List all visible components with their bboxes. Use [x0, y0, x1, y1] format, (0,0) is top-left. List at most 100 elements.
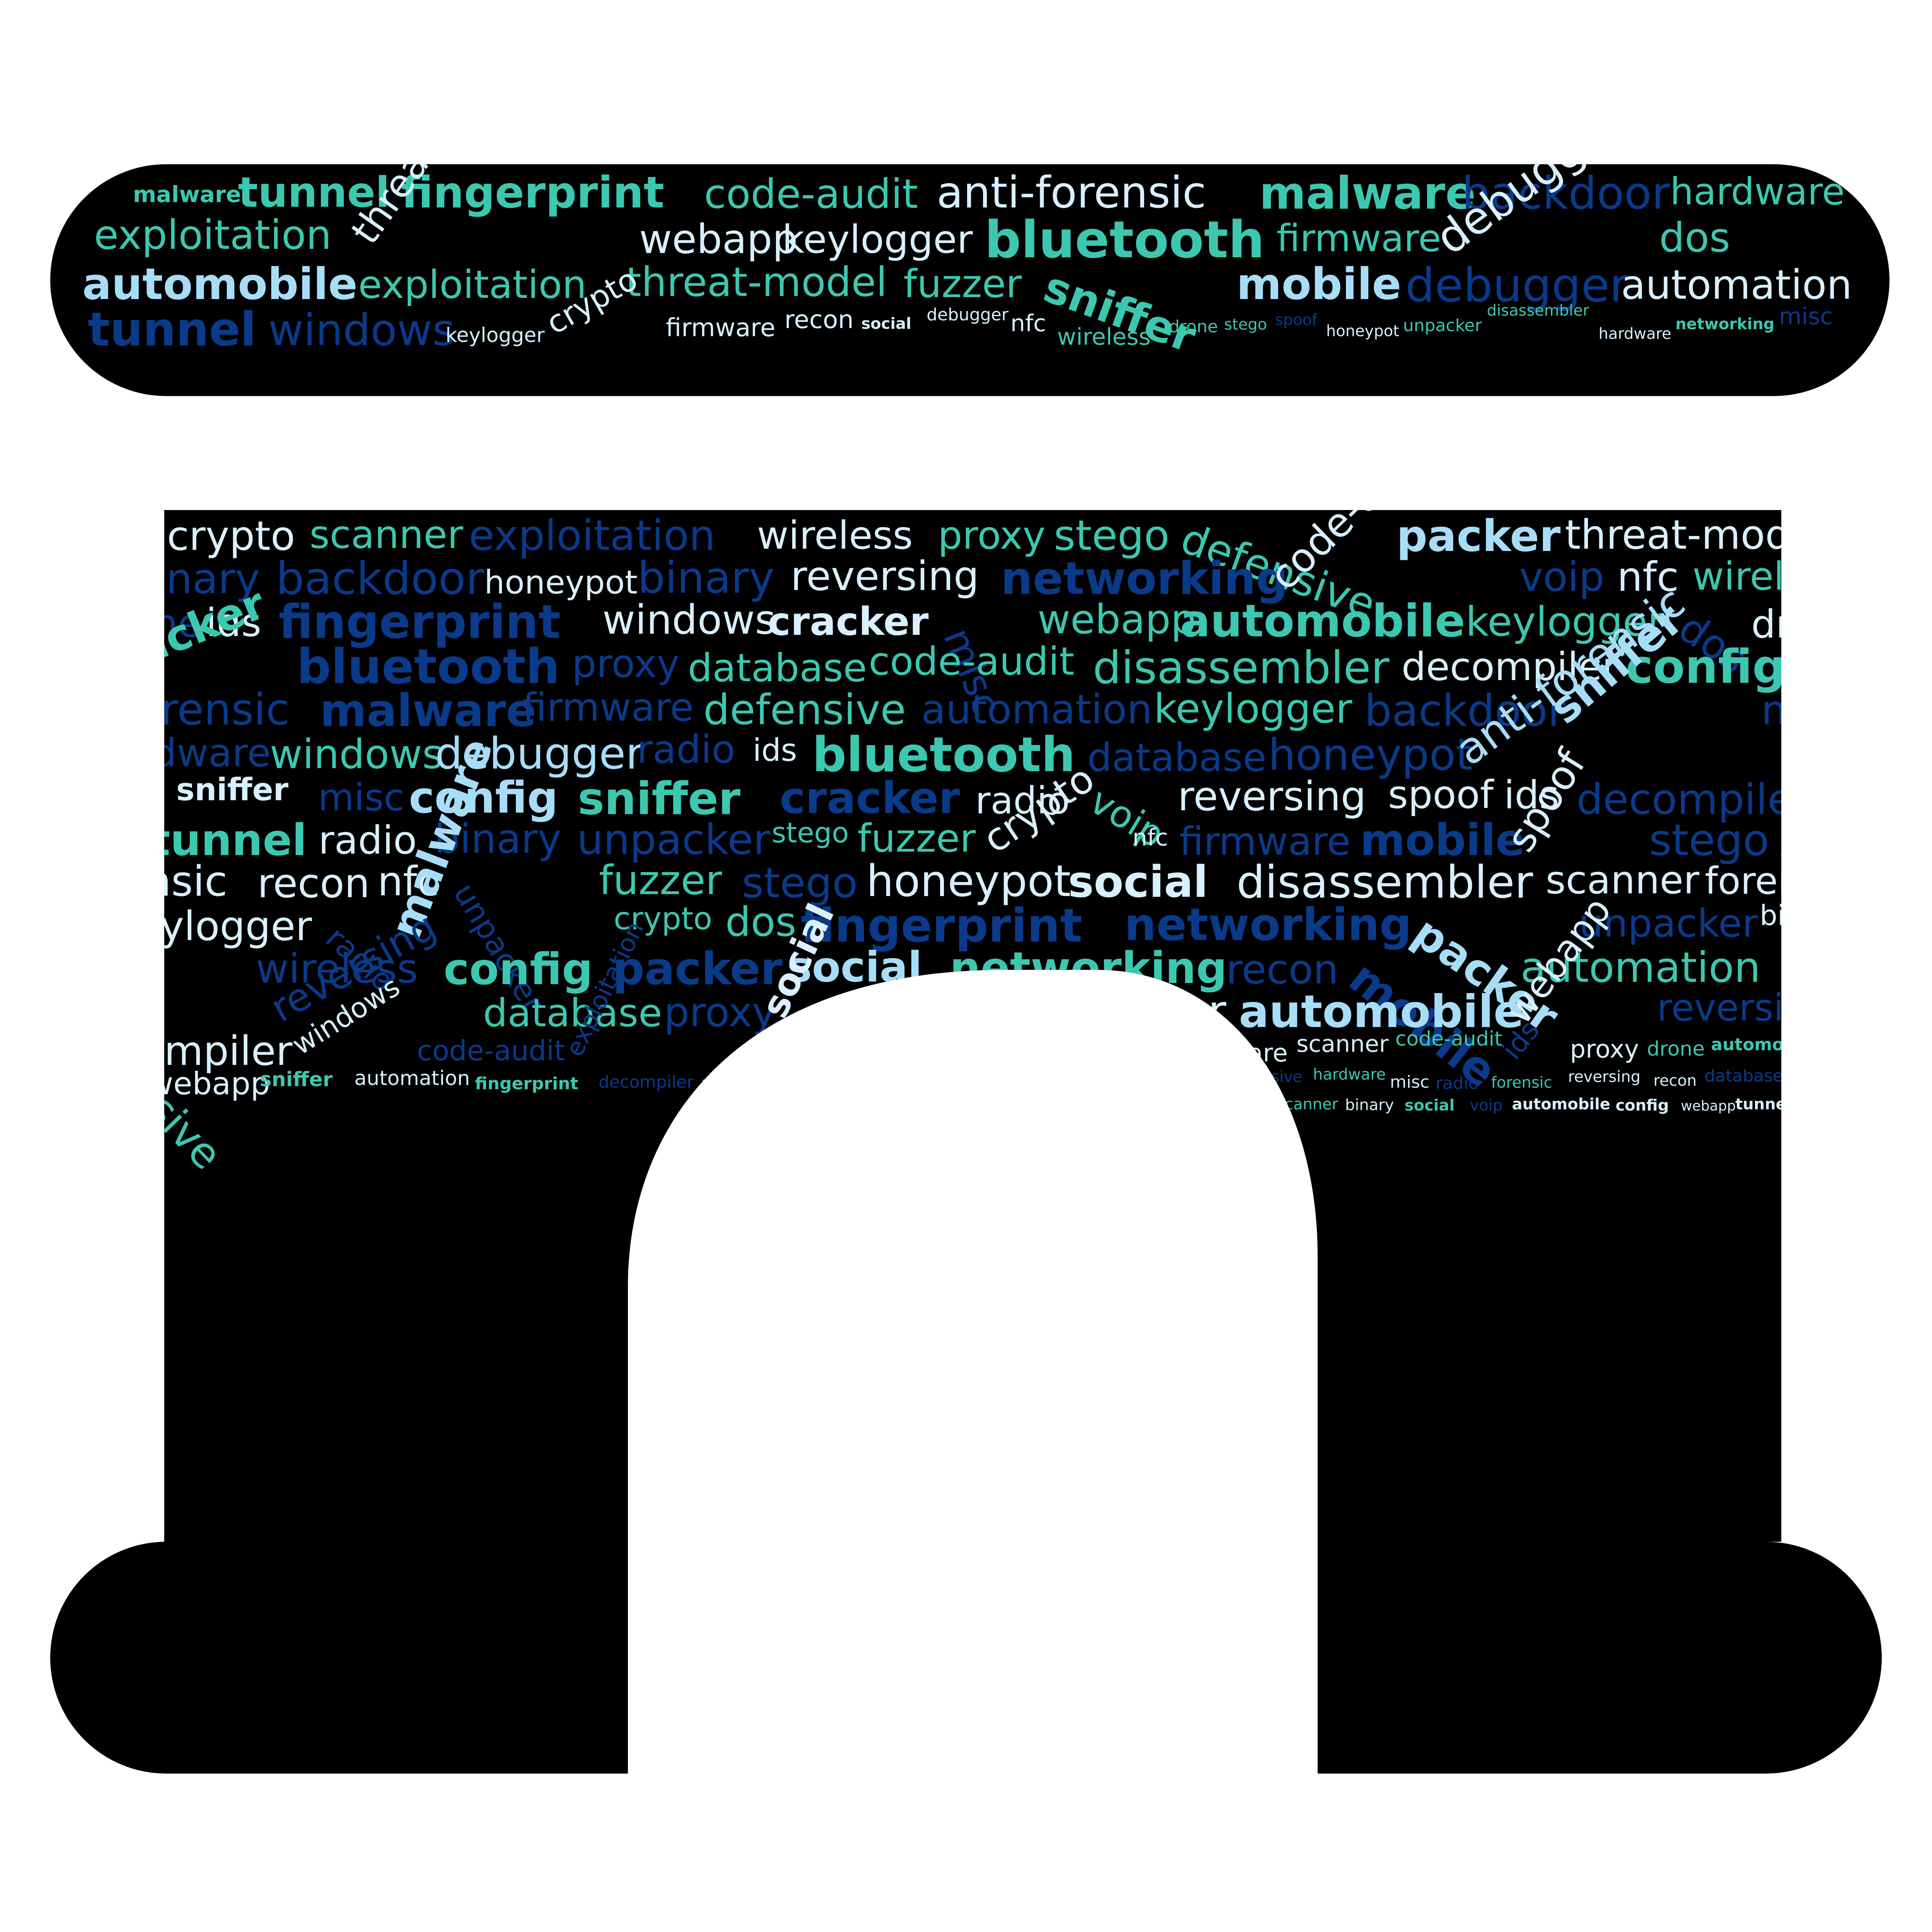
arch-word: packer: [612, 943, 782, 995]
top-bar-word: recon: [784, 306, 854, 334]
arch-word: social: [1068, 857, 1208, 907]
arch-word: proxy: [664, 989, 776, 1036]
arch-word: spoof: [1388, 772, 1495, 817]
top-bar-word: anti-forensic: [937, 168, 1206, 218]
arch-word: radio: [975, 779, 1070, 822]
arch-word: proxy: [572, 641, 680, 686]
arch-word: ids: [206, 600, 261, 645]
top-bar-word: webapp: [639, 216, 798, 263]
arch-word: windows: [602, 596, 776, 643]
arch-word: scanner: [1296, 1031, 1389, 1058]
arch-word: cracker: [768, 599, 929, 644]
arch-word: radio: [318, 818, 417, 863]
top-bar-word: drone: [1169, 317, 1218, 337]
arch-word: forensic: [1491, 1074, 1552, 1092]
arch-word: wireless: [256, 945, 418, 992]
arch-word: config: [1626, 640, 1786, 694]
top-bar-word: spoof: [1275, 311, 1318, 329]
top-bar-word: unpacker: [1403, 316, 1482, 335]
top-bar-word: stego: [1224, 316, 1267, 333]
top-bar-word: fingerprint: [401, 168, 664, 218]
arch-word: config: [1616, 1097, 1669, 1114]
arch-word: windows: [270, 731, 443, 778]
top-bar-word: honeypot: [1326, 322, 1399, 340]
arch-word: automobile: [1239, 986, 1524, 1038]
arch-word: webapp: [1037, 596, 1196, 643]
arch-word: ids: [753, 732, 797, 768]
arch-word: disassembler: [1093, 642, 1389, 694]
arch-word: sniffer: [260, 1068, 333, 1091]
arch-word: honeypot: [866, 856, 1071, 906]
arch-word: ids: [1504, 772, 1559, 818]
top-bar-word: keylogger: [446, 324, 545, 347]
arch-word: cracker: [780, 773, 960, 823]
arch-word: config: [409, 773, 558, 823]
arch-word: firmware: [522, 685, 694, 730]
arch-word: crypto: [167, 512, 295, 560]
arch-word: mobile: [1360, 815, 1525, 866]
arch-word: keylogger: [1154, 685, 1352, 732]
top-bar-word: mobile: [1236, 259, 1401, 310]
top-bar-word: backdoor: [1462, 167, 1670, 219]
top-bar-word: wireless: [1057, 323, 1151, 350]
arch-word: proxy: [938, 513, 1046, 558]
arch-word: radio: [1435, 1073, 1479, 1093]
arch-word: nfc: [378, 858, 439, 905]
top-bar-shape: [50, 164, 1889, 396]
arch-word: exploitation: [469, 512, 716, 560]
arch-word: packer: [1396, 511, 1561, 561]
top-bar-word: bluetooth: [985, 210, 1265, 270]
arch-word: bluetooth: [297, 639, 560, 695]
arch-shape: [50, 510, 1882, 1774]
top-bar-word: tunnel: [88, 303, 256, 357]
top-bar-word: malware: [1259, 167, 1476, 219]
arch-word: database: [1087, 735, 1267, 780]
top-bar-word: threat-model: [626, 259, 887, 306]
arch-word: fingerprint: [475, 1074, 578, 1094]
arch-word: automation: [1520, 944, 1760, 992]
arch-word: firmware: [1179, 819, 1350, 864]
arch-word: misc: [1390, 1072, 1429, 1092]
arch-word: reversing: [1178, 773, 1366, 820]
arch-word: database: [1704, 1066, 1783, 1086]
arch-word: unpacker: [1579, 901, 1758, 946]
arch-word: dos: [725, 898, 796, 946]
arch-word: sniffer: [176, 772, 289, 808]
top-bar-word: nfc: [1010, 310, 1046, 337]
arch-word: database: [688, 645, 867, 690]
arch-word: code-audit: [869, 639, 1074, 684]
arch-word: drone: [1647, 1037, 1705, 1061]
arch-word: bluetooth: [812, 727, 1075, 783]
arch-word: defensive: [703, 686, 906, 734]
top-bar-word: exploitation: [358, 262, 587, 307]
arch-word: fuzzer: [857, 816, 976, 861]
arch-word: decompiler: [1577, 776, 1811, 824]
arch-word: binary: [1345, 1096, 1394, 1114]
top-bar-word: hardware: [1670, 170, 1845, 213]
arch-word: keylogger: [1466, 598, 1664, 645]
arch-word: code-audit: [1395, 1027, 1502, 1051]
arch-word: reversing: [791, 553, 979, 600]
top-bar-word: malware: [133, 181, 241, 207]
top-bar-word: automation: [1621, 261, 1852, 308]
top-bar-word: networking: [1675, 315, 1774, 333]
arch-word: decompiler: [599, 1072, 694, 1092]
top-bar-word: keylogger: [782, 217, 973, 262]
top-bar-word: fuzzer: [903, 261, 1022, 306]
top-bar-word: windows: [268, 305, 455, 355]
arch-word: config: [444, 944, 593, 995]
top-bar-word: firmware: [1277, 217, 1441, 260]
arch-word: decompiler: [1401, 644, 1618, 689]
top-bar-word: automobile: [82, 259, 357, 310]
arch-word: honeypot: [484, 563, 638, 601]
arch-word: recon: [1226, 946, 1338, 993]
arch-word: automation: [354, 1067, 470, 1090]
arch-word: automation: [921, 686, 1152, 733]
top-bar-word: firmware: [666, 314, 776, 342]
arch-word: voip: [1519, 553, 1604, 600]
arch-word: malware: [320, 685, 536, 737]
top-bar-word: debugger: [1405, 259, 1629, 313]
arch-word: code-audit: [417, 1034, 565, 1067]
top-bar-word: dos: [1659, 214, 1730, 261]
